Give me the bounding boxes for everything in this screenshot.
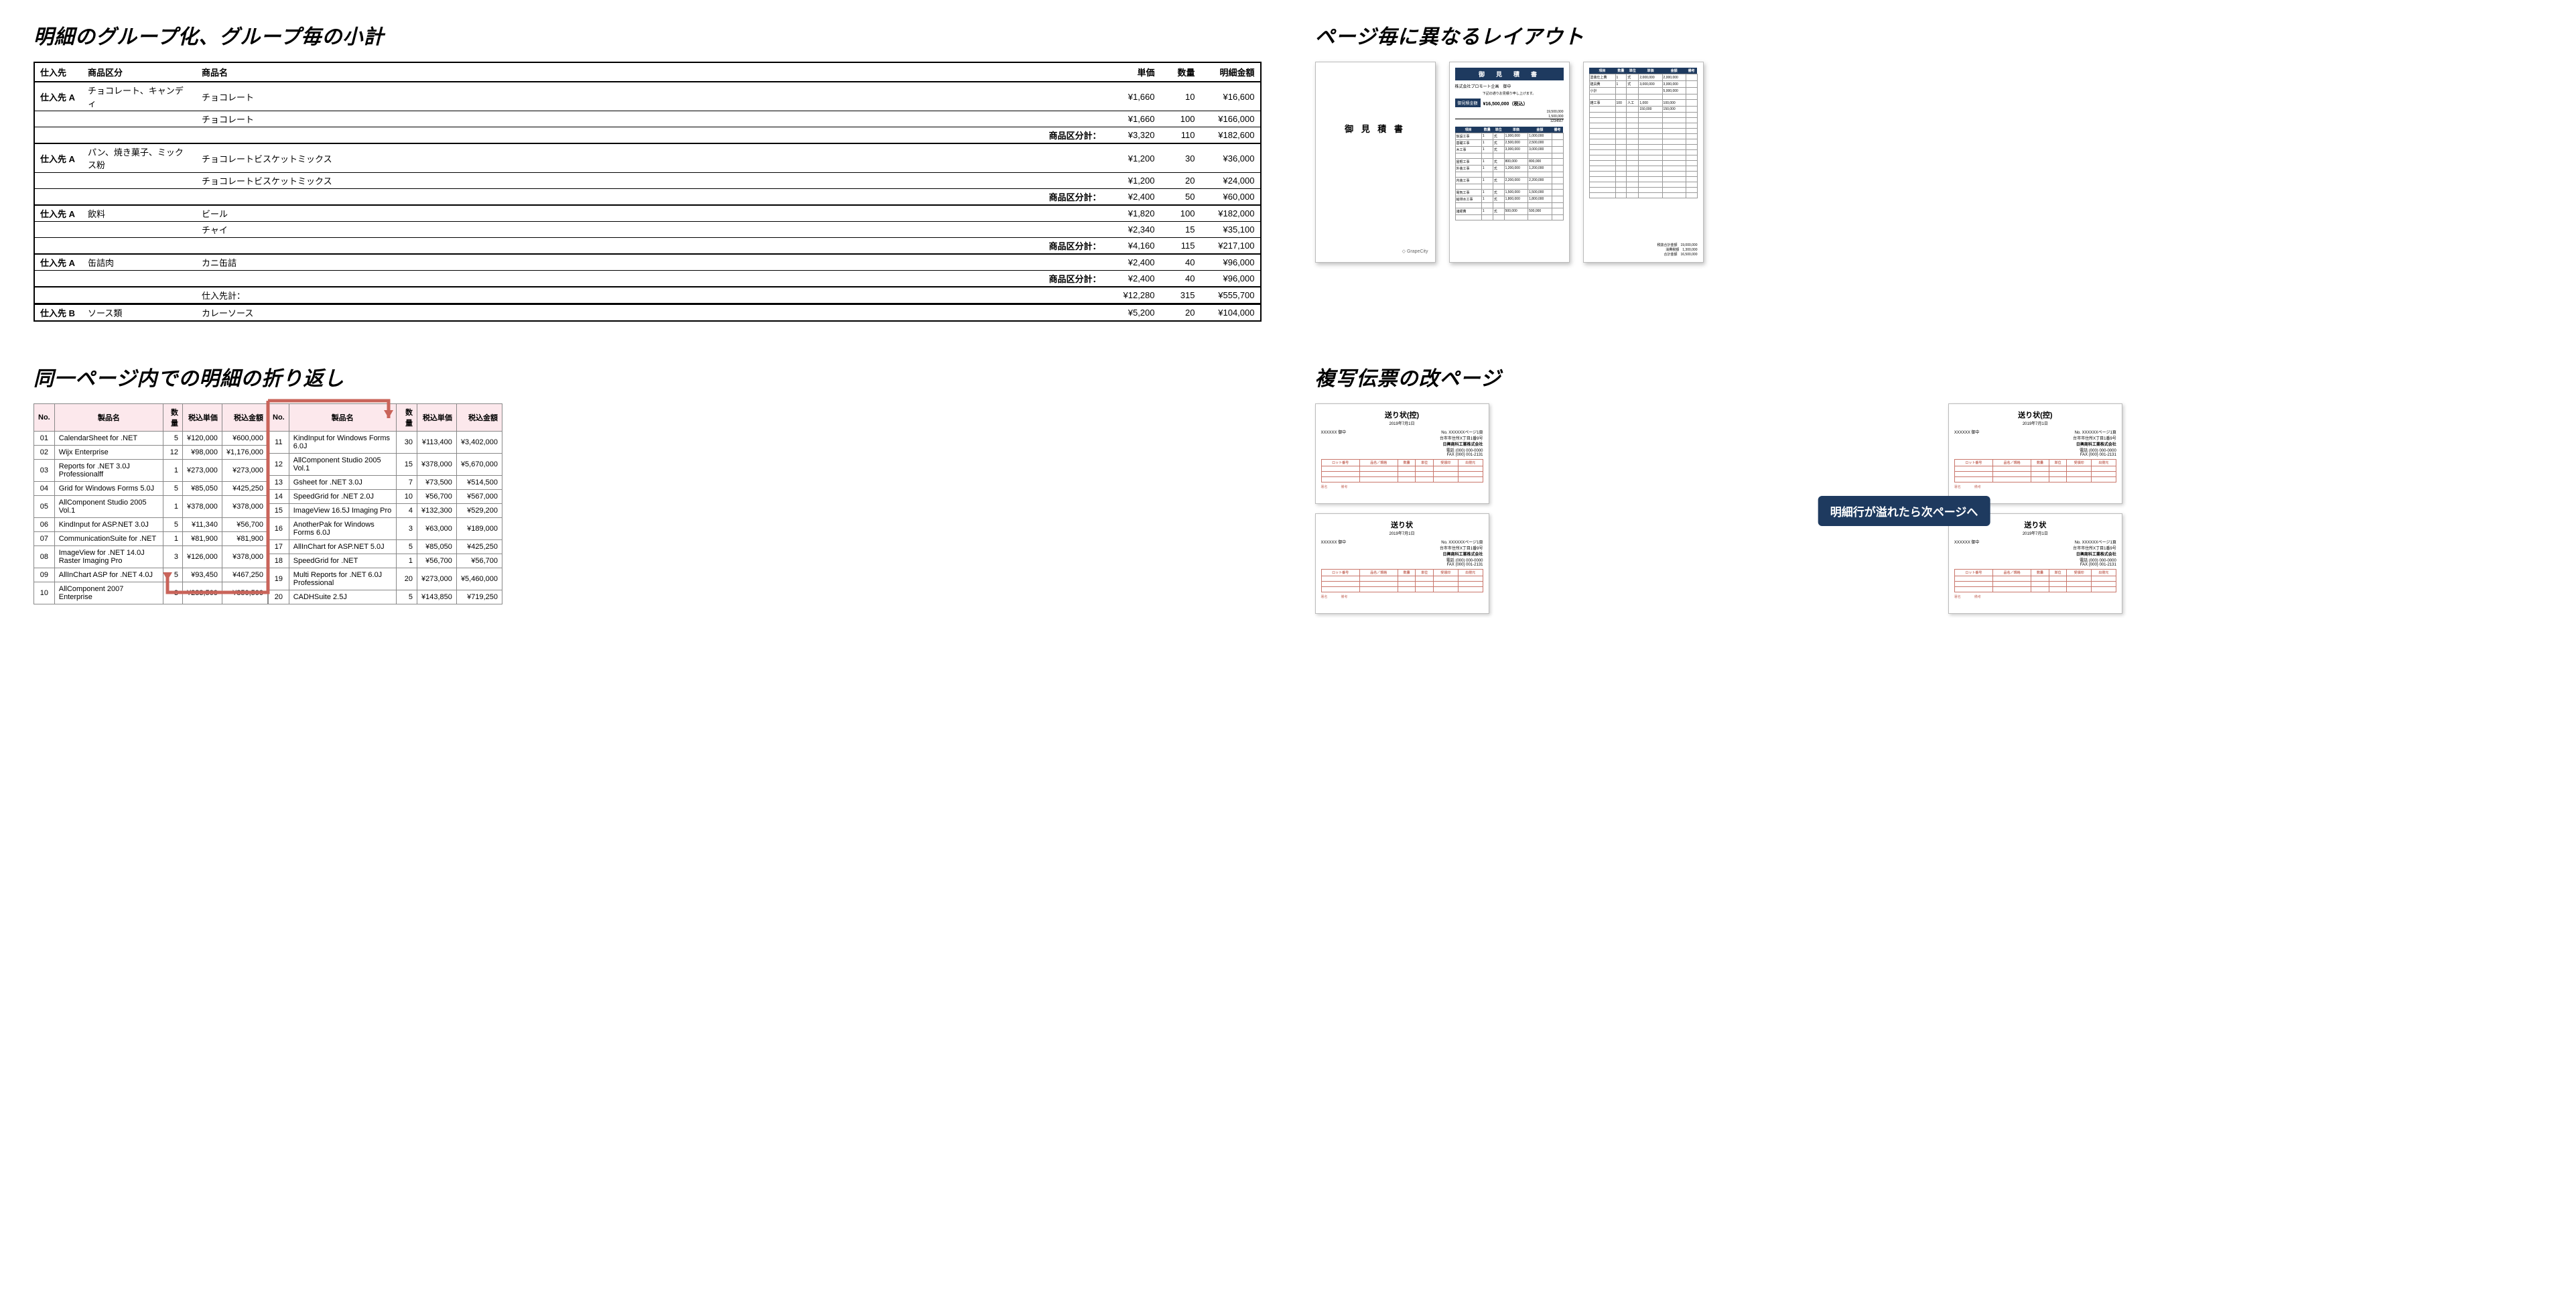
table-row: 20CADHSuite 2.5J5¥143,850¥719,250 xyxy=(269,590,502,604)
table-row: 仕入先 A缶詰肉カニ缶詰¥2,40040¥96,000 xyxy=(34,254,1261,271)
delivery-slip: 送り状(控) 2019年7月1日 XXXXXX 御中 No. XXXXXXページ… xyxy=(1315,403,1489,504)
table-row: 仕入先 Bソース類カレーソース¥5,20020¥104,000 xyxy=(34,304,1261,322)
table-row: 02Wijx Enterprise12¥98,000¥1,176,000 xyxy=(34,446,268,460)
table-row: 03Reports for .NET 3.0J Professionalff1¥… xyxy=(34,460,268,482)
table-row: 12AllComponent Studio 2005 Vol.115¥378,0… xyxy=(269,454,502,476)
table-row: チョコレートビスケットミックス¥1,20020¥24,000 xyxy=(34,173,1261,189)
table-row: 01CalendarSheet for .NET5¥120,000¥600,00… xyxy=(34,432,268,446)
delivery-slip: 送り状 2019年7月1日 XXXXXX 御中 No. XXXXXXページ1頁 … xyxy=(1948,513,2122,614)
table-row: 仕入先 Aチョコレート、キャンディチョコレート¥1,66010¥16,600 xyxy=(34,82,1261,111)
section2-title: ページ毎に異なるレイアウト xyxy=(1315,20,2543,50)
page-thumb-quote: 御 見 積 書 株式会社プロモート企画 御中 下記の通りお見積り申し上げます。 … xyxy=(1449,62,1570,263)
table-row: チャイ¥2,34015¥35,100 xyxy=(34,222,1261,238)
table-row: 商品区分計：¥4,160115¥217,100 xyxy=(34,238,1261,255)
table-row: 09AllInChart ASP for .NET 4.0J5¥93,450¥4… xyxy=(34,568,268,582)
table-row: チョコレート¥1,660100¥166,000 xyxy=(34,111,1261,127)
table-row: 仕入先 A飲料ビール¥1,820100¥182,000 xyxy=(34,205,1261,222)
table-row: 07CommunicationSuite for .NET1¥81,900¥81… xyxy=(34,532,268,546)
section-grouped-subtotals: 明細のグループ化、グループ毎の小計 仕入先商品区分商品名単価数量明細金額 仕入先… xyxy=(33,20,1262,322)
quote-total-value: ¥16,500,000（税込） xyxy=(1483,101,1528,107)
table-row: 19Multi Reports for .NET 6.0J Profession… xyxy=(269,568,502,590)
section-copy-slip-paging: 複写伝票の改ページ 送り状(控) 2019年7月1日 XXXXXX 御中 No.… xyxy=(1315,362,2543,614)
table-row: 16AnotherPak for Windows Forms 6.0J3¥63,… xyxy=(269,518,502,540)
table-row: 商品区分計：¥3,320110¥182,600 xyxy=(34,127,1261,144)
section-wrap-detail: 同一ページ内での明細の折り返し No.製品名数量税込単価税込金額 01Calen… xyxy=(33,362,1262,614)
table-row: 仕入先 Aパン、焼き菓子、ミックス粉チョコレートビスケットミックス¥1,2003… xyxy=(34,143,1261,173)
table-row: 18SpeedGrid for .NET1¥56,700¥56,700 xyxy=(269,554,502,568)
quote-to: 株式会社プロモート企画 御中 xyxy=(1455,83,1564,89)
col-header: 明細金額 xyxy=(1201,62,1261,82)
section4-title: 複写伝票の改ページ xyxy=(1315,362,2543,391)
col-header: 単価 xyxy=(1107,62,1160,82)
section3-title: 同一ページ内での明細の折り返し xyxy=(33,362,1262,391)
quote-total-label: 御見積金額 xyxy=(1455,99,1481,107)
overflow-callout: 明細行が溢れたら次ページへ xyxy=(1818,496,1990,526)
table-row: 商品区分計：¥2,40050¥60,000 xyxy=(34,189,1261,206)
table-row: 06KindInput for ASP.NET 3.0J5¥11,340¥56,… xyxy=(34,518,268,532)
page-thumb-detail: 項目数量単位単価金額備考 塗装仕上費1式2,000,0002,000,000建具… xyxy=(1583,62,1704,263)
page-thumb-cover: 御 見 積 書 ◇ GrapeCity xyxy=(1315,62,1436,263)
col-header: 商品名 xyxy=(196,62,1107,82)
section-per-page-layout: ページ毎に異なるレイアウト 御 見 積 書 ◇ GrapeCity 御 見 積 … xyxy=(1315,20,2543,322)
col-header: 商品区分 xyxy=(82,62,196,82)
table-row: 15ImageView 16.5J Imaging Pro4¥132,300¥5… xyxy=(269,504,502,518)
table-row: 05AllComponent Studio 2005 Vol.11¥378,00… xyxy=(34,496,268,518)
delivery-slip: 送り状(控) 2019年7月1日 XXXXXX 御中 No. XXXXXXページ… xyxy=(1948,403,2122,504)
quote-table: 項目数量単位単価金額備考 仮設工事1式1,000,0001,000,000基礎工… xyxy=(1455,127,1564,220)
wrap-table-right: No.製品名数量税込単価税込金額 11KindInput for Windows… xyxy=(268,403,502,604)
table-row: 14SpeedGrid for .NET 2.0J10¥56,700¥567,0… xyxy=(269,490,502,504)
quote-note: 下記の通りお見積り申し上げます。 xyxy=(1455,91,1564,96)
wrap-table-left: No.製品名数量税込単価税込金額 01CalendarSheet for .NE… xyxy=(33,403,268,604)
quote-header: 御 見 積 書 xyxy=(1455,68,1564,80)
table-row: 仕入先計：¥12,280315¥555,700 xyxy=(34,287,1261,304)
table-row: 商品区分計：¥2,40040¥96,000 xyxy=(34,271,1261,287)
delivery-slip: 送り状 2019年7月1日 XXXXXX 御中 No. XXXXXXページ1頁 … xyxy=(1315,513,1489,614)
table-row: 17AllInChart for ASP.NET 5.0J5¥85,050¥42… xyxy=(269,540,502,554)
col-header: 仕入先 xyxy=(34,62,82,82)
table-row: 11KindInput for Windows Forms 6.0J30¥113… xyxy=(269,432,502,454)
table-row: 13Gsheet for .NET 3.0J7¥73,500¥514,500 xyxy=(269,476,502,490)
table-row: 08ImageView for .NET 14.0J Raster Imagin… xyxy=(34,546,268,568)
grouped-table: 仕入先商品区分商品名単価数量明細金額 仕入先 Aチョコレート、キャンディチョコレ… xyxy=(33,62,1262,322)
table-row: 10AllComponent 2007 Enterprise3¥283,500¥… xyxy=(34,582,268,604)
section1-title: 明細のグループ化、グループ毎の小計 xyxy=(33,20,1262,50)
col-header: 数量 xyxy=(1160,62,1201,82)
cover-logo: ◇ GrapeCity xyxy=(1402,249,1428,254)
cover-title: 御 見 積 書 xyxy=(1316,122,1435,135)
detail-table: 項目数量単位単価金額備考 塗装仕上費1式2,000,0002,000,000建具… xyxy=(1589,68,1698,198)
table-row: 04Grid for Windows Forms 5.0J5¥85,050¥42… xyxy=(34,482,268,496)
